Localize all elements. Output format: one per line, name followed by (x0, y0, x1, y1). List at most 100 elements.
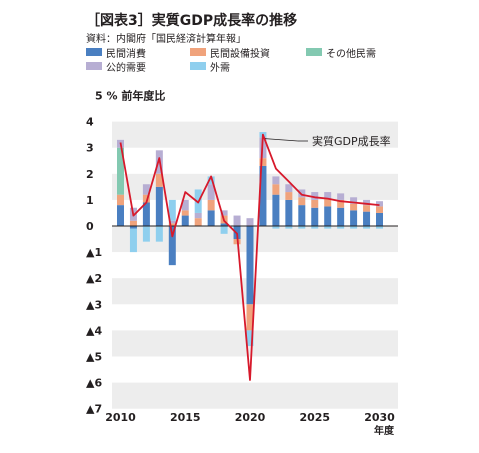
gdp-growth-line (119, 133, 380, 381)
grid-band (112, 226, 398, 253)
x-axis-label: 年度 (374, 424, 395, 437)
y-tick-label: ▲6 (86, 377, 102, 390)
bar-segment (311, 192, 319, 200)
bar-segment (324, 226, 332, 229)
bar-segment (259, 158, 267, 166)
y-tick-label: ▲7 (86, 403, 102, 416)
bar-segment (207, 184, 215, 200)
legend-swatch (190, 62, 206, 70)
bar-segment (311, 199, 319, 208)
annotation-leader (264, 138, 299, 142)
x-tick-label: 2030 (364, 411, 395, 424)
bar-segment (259, 165, 267, 226)
bar-segment (298, 197, 306, 206)
bar-segment (376, 201, 383, 207)
x-tick-label: 2025 (299, 411, 330, 424)
chart-header: ［図表3］実質GDP成長率の推移 資料：内閣府「国民経済計算年報」 民間消費 民間… (0, 0, 479, 112)
gdp-line-label: 実質GDP成長率 (312, 134, 391, 148)
y-tick-label: ▲4 (86, 324, 102, 337)
grid-band (112, 330, 398, 357)
y-tick-label: ▲2 (86, 272, 102, 285)
bar-segment (298, 189, 306, 198)
bar-segment (311, 207, 319, 226)
bar-segment (350, 226, 358, 229)
bar-segment (246, 304, 254, 331)
grid-band (112, 382, 398, 409)
bar-segment (376, 226, 383, 229)
y-tick-label: 2 (86, 168, 94, 181)
bar-segment (363, 205, 371, 212)
x-tick-label: 2020 (235, 411, 266, 424)
bar-segment (272, 194, 280, 226)
x-tick-label: 2015 (170, 411, 201, 424)
y-tick-label: 1 (86, 194, 94, 207)
bar-segment (337, 226, 345, 229)
bar-segment (376, 212, 383, 226)
grid-band (112, 121, 398, 148)
bar-segment (272, 176, 280, 185)
bar-segment (181, 210, 189, 216)
legend-label: 公的需要 (106, 63, 146, 74)
bar-segment (246, 226, 254, 305)
bar-segment (168, 220, 176, 224)
x-tick-label: 2010 (105, 411, 136, 424)
legend-label: 外需 (210, 63, 230, 74)
bar-segment (285, 199, 293, 226)
chart-title: ［図表3］実質GDP成長率の推移 (86, 13, 298, 29)
bar-segment (207, 199, 215, 211)
bar-segment (220, 226, 228, 234)
bar-segment (324, 198, 332, 207)
y-tick-label: 0 (86, 220, 94, 233)
bar-segment (168, 226, 176, 266)
legend-swatch (306, 48, 322, 56)
bar-segment (363, 211, 371, 226)
bar-segment (363, 226, 371, 229)
bar-segment (155, 173, 163, 187)
bar-segment (129, 226, 137, 229)
bar-segment (220, 223, 228, 226)
bar-segment (117, 205, 124, 226)
bar-segment (285, 192, 293, 200)
bar-segment (194, 212, 202, 219)
bar-segment (142, 202, 150, 226)
bar-segment (207, 210, 215, 226)
legend-label: 民間設備投資 (210, 49, 270, 60)
bar-segment (142, 194, 150, 203)
bar-segment (285, 184, 293, 193)
bar-segment (181, 215, 189, 226)
unit-label: 5 % 前年度比 (95, 89, 165, 103)
legend-swatch (86, 48, 102, 56)
y-tick-label: ▲5 (86, 351, 102, 364)
bar-segment (324, 206, 332, 226)
bar-segment (220, 210, 228, 216)
bar-segment (233, 215, 241, 226)
bar-segment (142, 226, 150, 242)
chart-source: 資料：内閣府「国民経済計算年報」 (86, 34, 246, 45)
grid-band (112, 173, 398, 200)
y-tick-label: 4 (86, 116, 94, 129)
y-tick-label: 3 (86, 142, 94, 155)
bar-segment (272, 226, 280, 229)
bar-segment (350, 210, 358, 226)
bar-segment (181, 199, 189, 211)
bar-segment (246, 330, 254, 347)
bar-segment (298, 226, 306, 229)
bar-segment (337, 199, 345, 208)
bar-segment (194, 218, 202, 226)
bar-segment (285, 226, 293, 229)
bar-segment (129, 220, 137, 226)
bar-segment (337, 207, 345, 226)
bar-segment (207, 176, 215, 185)
legend-label: 民間消費 (106, 49, 146, 60)
bar-segment (168, 199, 176, 221)
bar-segment (155, 226, 163, 242)
y-tick-label: ▲1 (86, 246, 102, 259)
bar-segment (350, 203, 358, 211)
bar-segment (298, 205, 306, 226)
bar-segment (363, 199, 371, 206)
bar-segment (272, 184, 280, 195)
legend-swatch (86, 62, 102, 70)
legend-label: その他民需 (326, 49, 376, 60)
bar-segment (376, 206, 383, 213)
